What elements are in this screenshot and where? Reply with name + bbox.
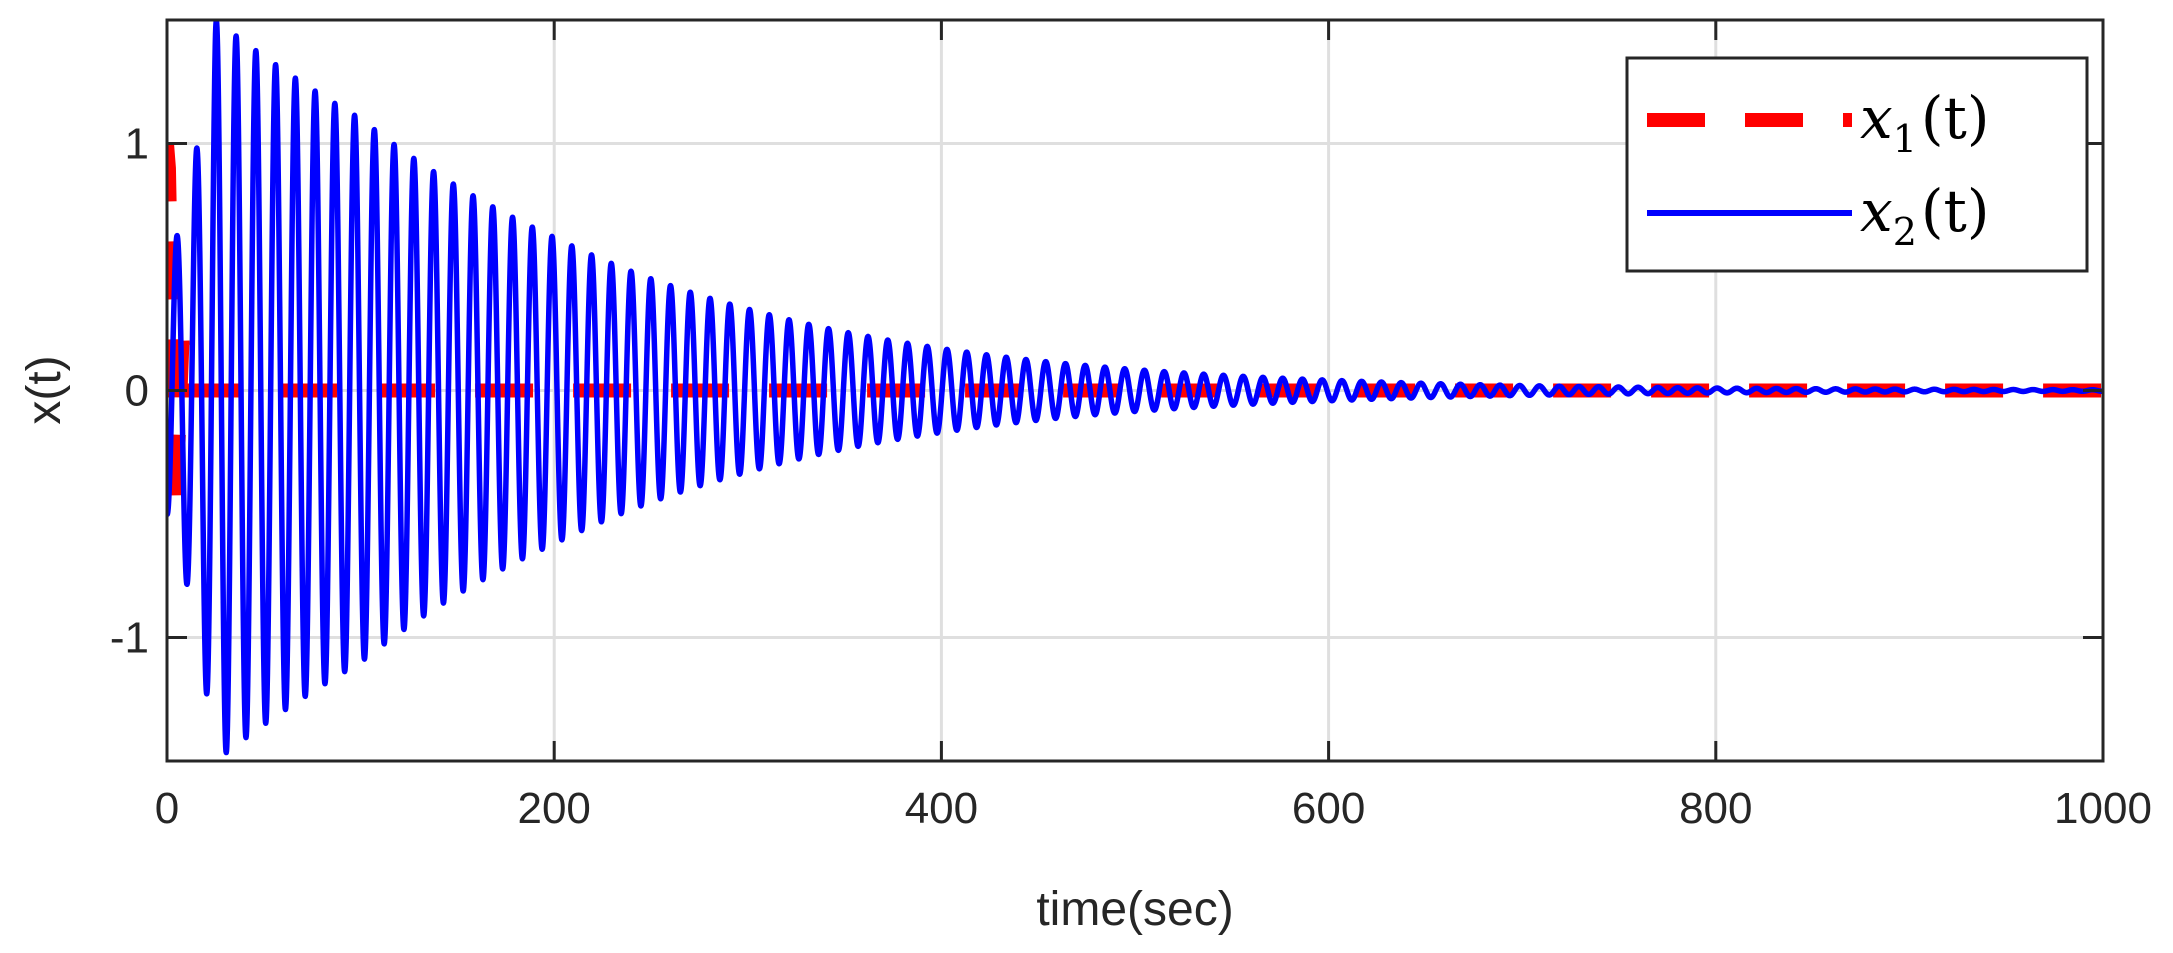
- legend-x2-label: x2(t): [1860, 177, 1989, 254]
- tick-labels: 0 200 400 600 800 1000 -1 0 1: [110, 120, 2152, 834]
- plot-area: [167, 20, 2103, 756]
- y-axis-label: x(t): [18, 355, 71, 424]
- x-tick-label: 800: [1679, 784, 1752, 833]
- legend-x1-label: x1(t): [1860, 84, 1989, 161]
- y-tick-label: 0: [125, 367, 149, 416]
- legend-box: [1625, 56, 2089, 273]
- x-axis-label: time(sec): [1036, 883, 1233, 936]
- x-tick-label: 1000: [2054, 784, 2152, 833]
- y-tick-label: -1: [110, 614, 149, 663]
- legend: x1(t) x2(t): [1625, 56, 2089, 273]
- x-tick-label: 400: [905, 784, 978, 833]
- series-x2-line: [167, 20, 2103, 756]
- x-tick-label: 0: [155, 784, 179, 833]
- x-tick-label: 600: [1292, 784, 1365, 833]
- y-tick-label: 1: [125, 120, 149, 169]
- series-layer: [167, 20, 2103, 756]
- series-x1-line: [167, 142, 2103, 515]
- x-tick-label: 200: [517, 784, 590, 833]
